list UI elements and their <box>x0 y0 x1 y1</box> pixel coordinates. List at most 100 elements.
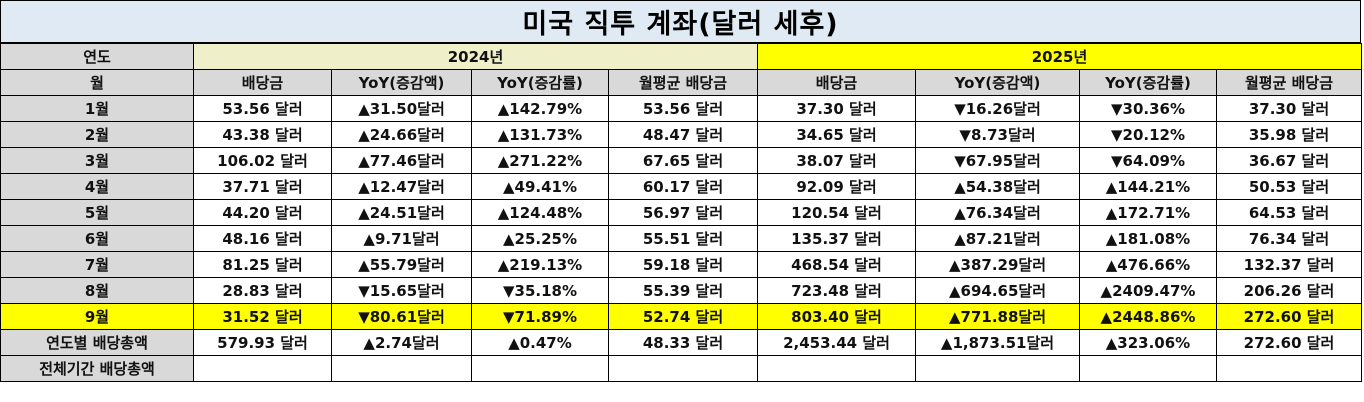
month-cell: 3월 <box>0 147 194 174</box>
empty-cell <box>915 355 1080 382</box>
col-header-dividend: 배당금 <box>193 69 332 96</box>
dividend-table: 연도 2024년 2025년 월 배당금 YoY(증감액) YoY(증감률) 월… <box>0 43 1362 382</box>
month-cell: 8월 <box>0 277 194 304</box>
empty-cell <box>757 355 916 382</box>
yoy-amount-cell: ▲87.21달러 <box>915 225 1080 252</box>
yoy-rate-cell: ▲49.41% <box>471 173 609 200</box>
monthly-avg-cell: 36.67 달러 <box>1216 147 1362 174</box>
yoy-rate-cell: ▼71.89% <box>471 303 609 330</box>
dividend-cell: 48.16 달러 <box>193 225 332 252</box>
table-row: 4월 37.71 달러 ▲12.47달러 ▲49.41% 60.17 달러 92.09 달… <box>0 173 1362 200</box>
yoy-rate-cell: ▼20.12% <box>1079 121 1217 148</box>
col-header-yoy-amount: YoY(증감액) <box>331 69 472 96</box>
monthly-avg-cell: 59.18 달러 <box>608 251 758 278</box>
yoy-amount-cell: ▲77.46달러 <box>331 147 472 174</box>
table-row: 7월 81.25 달러 ▲55.79달러 ▲219.13% 59.18 달러 468.54… <box>0 251 1362 278</box>
col-header-yoy-rate: YoY(증감률) <box>471 69 609 96</box>
dividend-cell: 81.25 달러 <box>193 251 332 278</box>
yoy-amount-cell: ▼15.65달러 <box>331 277 472 304</box>
yoy-rate-cell: ▲181.08% <box>1079 225 1217 252</box>
monthly-avg-cell: 132.37 달러 <box>1216 251 1362 278</box>
table-row: 2월 43.38 달러 ▲24.66달러 ▲131.73% 48.47 달러 34.65 … <box>0 121 1362 148</box>
yoy-amount-cell: ▼8.73달러 <box>915 121 1080 148</box>
column-header-row: 월 배당금 YoY(증감액) YoY(증감률) 월평균 배당금 배당금 YoY(… <box>0 69 1362 96</box>
yoy-rate-cell: ▲142.79% <box>471 95 609 122</box>
dividend-cell: 135.37 달러 <box>757 225 916 252</box>
year-header-row: 연도 2024년 2025년 <box>0 43 1362 70</box>
month-label: 월 <box>0 69 194 96</box>
dividend-cell: 468.54 달러 <box>757 251 916 278</box>
month-cell: 9월 <box>0 303 194 330</box>
yoy-amount-cell: ▼16.26달러 <box>915 95 1080 122</box>
yoy-rate-cell: ▲2448.86% <box>1079 303 1217 330</box>
monthly-avg-cell: 60.17 달러 <box>608 173 758 200</box>
month-cell: 7월 <box>0 251 194 278</box>
dividend-cell: 579.93 달러 <box>193 329 332 356</box>
yoy-amount-cell: ▲24.66달러 <box>331 121 472 148</box>
dividend-cell: 28.83 달러 <box>193 277 332 304</box>
monthly-avg-cell: 56.97 달러 <box>608 199 758 226</box>
col-header-yoy-amount: YoY(증감액) <box>915 69 1080 96</box>
yoy-amount-cell: ▲12.47달러 <box>331 173 472 200</box>
yearly-total-label: 연도별 배당총액 <box>0 329 194 356</box>
col-header-dividend: 배당금 <box>757 69 916 96</box>
yoy-rate-cell: ▼35.18% <box>471 277 609 304</box>
monthly-avg-cell: 35.98 달러 <box>1216 121 1362 148</box>
yoy-amount-cell: ▲387.29달러 <box>915 251 1080 278</box>
dividend-cell: 31.52 달러 <box>193 303 332 330</box>
dividend-cell: 2,453.44 달러 <box>757 329 916 356</box>
dividend-cell: 106.02 달러 <box>193 147 332 174</box>
yoy-rate-cell: ▲0.47% <box>471 329 609 356</box>
yoy-amount-cell: ▲54.38달러 <box>915 173 1080 200</box>
yoy-rate-cell: ▼30.36% <box>1079 95 1217 122</box>
empty-cell <box>1216 355 1362 382</box>
yoy-amount-cell: ▲55.79달러 <box>331 251 472 278</box>
col-header-monthly-avg: 월평균 배당금 <box>608 69 758 96</box>
month-cell: 5월 <box>0 199 194 226</box>
col-header-yoy-rate: YoY(증감률) <box>1079 69 1217 96</box>
empty-cell <box>193 355 332 382</box>
table-row: 3월 106.02 달러 ▲77.46달러 ▲271.22% 67.65 달러 38.07… <box>0 147 1362 174</box>
dividend-cell: 37.30 달러 <box>757 95 916 122</box>
monthly-avg-cell: 272.60 달러 <box>1216 303 1362 330</box>
dividend-cell: 34.65 달러 <box>757 121 916 148</box>
monthly-avg-cell: 67.65 달러 <box>608 147 758 174</box>
yoy-rate-cell: ▼64.09% <box>1079 147 1217 174</box>
yoy-rate-cell: ▲172.71% <box>1079 199 1217 226</box>
empty-cell <box>608 355 758 382</box>
dividend-cell: 44.20 달러 <box>193 199 332 226</box>
yoy-amount-cell: ▲31.50달러 <box>331 95 472 122</box>
dividend-cell: 37.71 달러 <box>193 173 332 200</box>
sheet-title: 미국 직투 계좌(달러 세후) <box>0 0 1361 43</box>
dividend-cell: 803.40 달러 <box>757 303 916 330</box>
all-period-total-row: 전체기간 배당총액 <box>0 355 1362 382</box>
year-2025-header: 2025년 <box>757 43 1362 70</box>
monthly-avg-cell: 48.47 달러 <box>608 121 758 148</box>
dividend-cell: 53.56 달러 <box>193 95 332 122</box>
yoy-amount-cell: ▲2.74달러 <box>331 329 472 356</box>
dividend-cell: 120.54 달러 <box>757 199 916 226</box>
yoy-rate-cell: ▲144.21% <box>1079 173 1217 200</box>
yoy-rate-cell: ▲271.22% <box>471 147 609 174</box>
dividend-cell: 723.48 달러 <box>757 277 916 304</box>
empty-cell <box>1079 355 1217 382</box>
monthly-avg-cell: 272.60 달러 <box>1216 329 1362 356</box>
yoy-rate-cell: ▲476.66% <box>1079 251 1217 278</box>
yoy-amount-cell: ▲694.65달러 <box>915 277 1080 304</box>
table-row: 8월 28.83 달러 ▼15.65달러 ▼35.18% 55.39 달러 723.48 … <box>0 277 1362 304</box>
table-row: 6월 48.16 달러 ▲9.71달러 ▲25.25% 55.51 달러 135.37 달… <box>0 225 1362 252</box>
monthly-avg-cell: 206.26 달러 <box>1216 277 1362 304</box>
dividend-cell: 43.38 달러 <box>193 121 332 148</box>
yoy-rate-cell: ▲124.48% <box>471 199 609 226</box>
month-cell: 1월 <box>0 95 194 122</box>
month-cell: 2월 <box>0 121 194 148</box>
monthly-avg-cell: 37.30 달러 <box>1216 95 1362 122</box>
dividend-cell: 92.09 달러 <box>757 173 916 200</box>
table-row: 5월 44.20 달러 ▲24.51달러 ▲124.48% 56.97 달러 120.54… <box>0 199 1362 226</box>
month-cell: 4월 <box>0 173 194 200</box>
monthly-avg-cell: 53.56 달러 <box>608 95 758 122</box>
year-2024-header: 2024년 <box>193 43 758 70</box>
monthly-avg-cell: 55.39 달러 <box>608 277 758 304</box>
yoy-amount-cell: ▲24.51달러 <box>331 199 472 226</box>
